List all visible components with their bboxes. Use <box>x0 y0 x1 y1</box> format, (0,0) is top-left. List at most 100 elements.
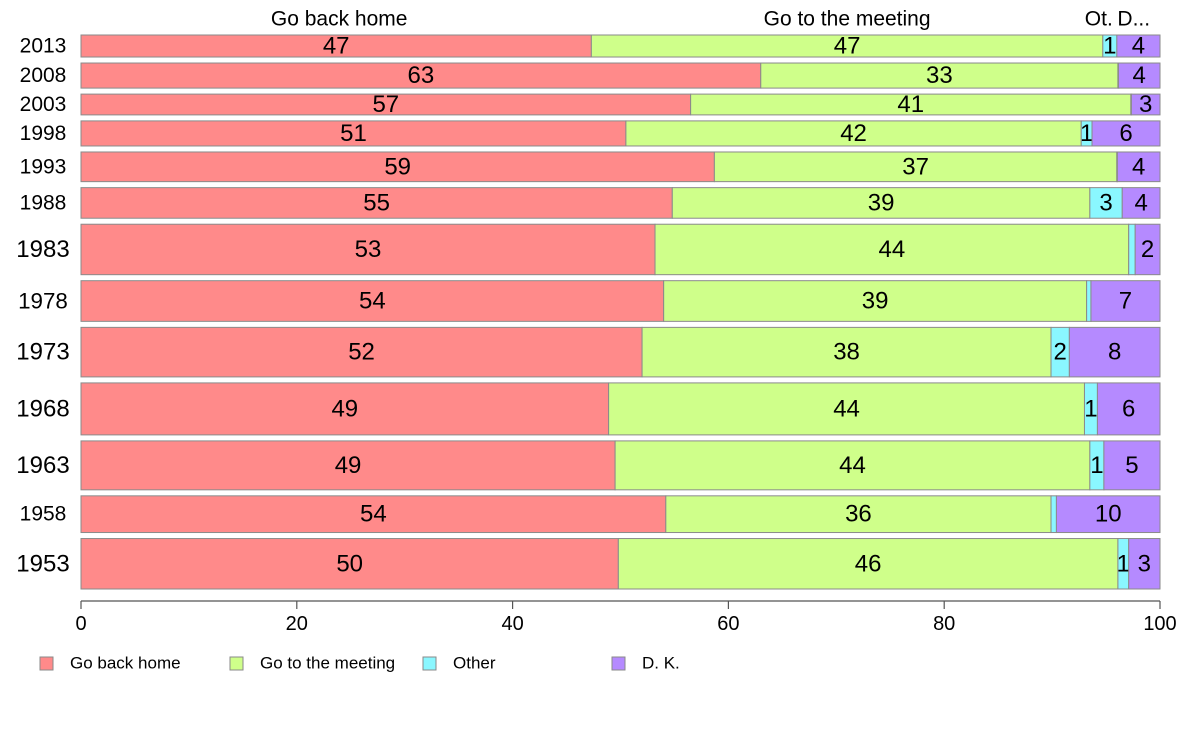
x-tick-label: 20 <box>286 613 308 635</box>
year-label: 2013 <box>20 35 67 58</box>
year-label: 1978 <box>18 289 68 314</box>
bar-value-label: 57 <box>372 91 399 118</box>
bar-value-label: 3 <box>1139 91 1152 118</box>
bar-value-label: 1 <box>1090 452 1103 479</box>
bar-value-label: 6 <box>1122 395 1135 422</box>
bar-value-label: 36 <box>845 501 872 528</box>
bar-value-label: 4 <box>1132 153 1145 180</box>
bar-segment <box>1134 223 1161 276</box>
bar-value-label: 44 <box>839 452 866 479</box>
year-label: 2008 <box>20 64 67 87</box>
bar-value-label: 44 <box>879 236 906 263</box>
bar-value-label: 2 <box>1141 236 1154 263</box>
bar-segment <box>1116 151 1161 183</box>
bar-value-label: 3 <box>1099 189 1112 216</box>
bar-value-label: 2 <box>1054 339 1067 366</box>
bar-value-label: 8 <box>1108 339 1121 366</box>
bar-value-label: 54 <box>360 501 387 528</box>
legend-label: Go to the meeting <box>260 654 395 673</box>
bar-segment <box>617 538 1119 590</box>
bar-segment <box>1089 187 1123 219</box>
bar-segment <box>1103 440 1161 491</box>
bar-value-label: 55 <box>363 189 390 216</box>
bar-value-label: 63 <box>408 62 435 89</box>
year-label: 2003 <box>20 93 67 116</box>
bar-segment <box>1128 538 1161 590</box>
bar-value-label: 51 <box>340 120 367 147</box>
bar-value-label: 7 <box>1119 288 1132 315</box>
bar-segment <box>665 495 1052 534</box>
bar-value-label: 10 <box>1095 501 1122 528</box>
legend-label: Other <box>453 654 496 673</box>
bar-segment <box>760 62 1119 89</box>
bar-value-label: 47 <box>323 33 350 60</box>
bar-segment <box>1096 382 1161 436</box>
bar-value-label: 6 <box>1119 120 1132 147</box>
legend-label: Go back home <box>70 654 181 673</box>
bar-segment <box>80 326 643 378</box>
bar-value-label: 33 <box>926 62 953 89</box>
bar-segment <box>614 440 1091 491</box>
bar-segment <box>1116 34 1161 58</box>
bar-segment <box>1117 62 1161 89</box>
x-axis: 0 20 40 60 80 100 <box>75 600 1177 635</box>
year-label: 1953 <box>16 550 69 577</box>
bar-value-label: 41 <box>897 91 924 118</box>
bar-segment <box>1086 280 1092 322</box>
bar-value-label: 1 <box>1117 550 1130 577</box>
x-tick-label: 60 <box>717 613 739 635</box>
bar-value-label: 37 <box>902 153 929 180</box>
bar-segment <box>80 151 715 183</box>
bar-value-label: 3 <box>1138 550 1151 577</box>
bar-segment <box>80 62 762 89</box>
bar-segment <box>1050 495 1057 534</box>
bar-value-label: 1 <box>1103 33 1116 60</box>
bar-value-label: 39 <box>862 288 889 315</box>
legend-label: D. K. <box>642 654 680 673</box>
bar-value-label: 50 <box>336 550 363 577</box>
x-tick-label: 80 <box>933 613 955 635</box>
bar-value-label: 47 <box>834 33 861 60</box>
bar-segment <box>625 120 1082 147</box>
x-tick-label: 40 <box>501 613 523 635</box>
bar-value-label: 4 <box>1134 189 1147 216</box>
year-label: 1973 <box>16 339 69 366</box>
bar-value-label: 53 <box>355 236 382 263</box>
legend: Go back home Go to the meeting Other D. K. <box>39 654 680 673</box>
legend-swatch <box>422 656 437 671</box>
column-header: Ot. <box>1085 8 1113 31</box>
bar-value-label: 39 <box>868 189 895 216</box>
column-header: D... <box>1117 8 1150 31</box>
column-header: Go to the meeting <box>764 8 931 31</box>
year-label: 1983 <box>16 236 69 263</box>
bar-segment <box>80 538 619 590</box>
x-tick-label: 100 <box>1143 613 1176 635</box>
year-label: 1968 <box>16 395 69 422</box>
bar-segment <box>1121 187 1161 219</box>
column-headers: Go back home Go to the meeting Ot. D... <box>271 8 1150 31</box>
bar-value-label: 5 <box>1125 452 1138 479</box>
bar-segment <box>1091 120 1161 147</box>
bar-segment <box>80 440 616 491</box>
bar-value-label: 49 <box>335 452 362 479</box>
year-label: 1963 <box>16 452 69 479</box>
bar-value-label: 52 <box>348 339 375 366</box>
legend-swatch <box>39 656 54 671</box>
bar-segment <box>1068 326 1161 378</box>
year-label: 1988 <box>20 191 67 214</box>
bar-value-label: 1 <box>1080 120 1093 147</box>
bar-value-label: 46 <box>855 550 882 577</box>
bar-segment <box>663 280 1088 322</box>
legend-swatch <box>229 656 244 671</box>
bar-segment <box>1128 223 1136 276</box>
year-label: 1993 <box>20 155 67 178</box>
bar-value-label: 49 <box>331 395 358 422</box>
bar-value-label: 44 <box>833 395 860 422</box>
year-label: 1958 <box>20 503 67 526</box>
x-tick-label: 0 <box>75 613 86 635</box>
bar-value-label: 54 <box>359 288 386 315</box>
bar-segment <box>1055 495 1161 534</box>
bar-value-label: 4 <box>1132 33 1145 60</box>
